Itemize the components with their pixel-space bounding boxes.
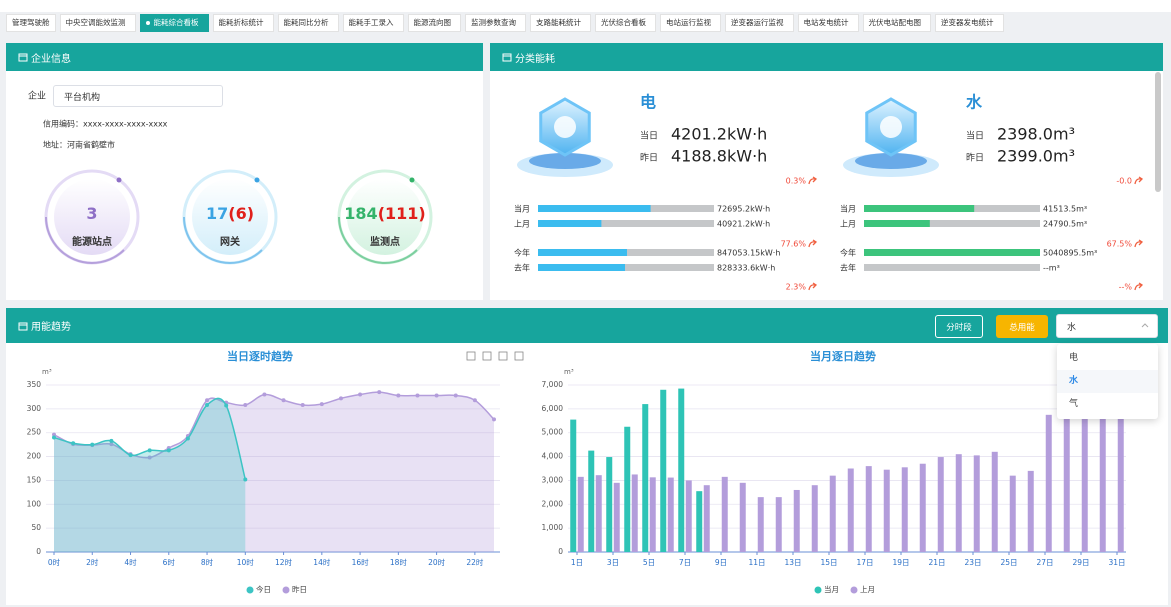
tab[interactable]: 能耗同比分析 xyxy=(277,14,339,32)
tab-label: 能耗同比分析 xyxy=(283,18,329,27)
tab-label: 管理驾驶舱 xyxy=(12,18,50,27)
dropdown-option[interactable]: 气 xyxy=(1069,399,1079,409)
type-select[interactable]: 水 xyxy=(1056,314,1158,338)
panel-header: 用能趋势 xyxy=(6,308,1168,343)
tab-label: 能耗折标统计 xyxy=(218,18,264,27)
panel-title: 用能趋势 xyxy=(31,322,71,333)
tab-label: 逆变器发电统计 xyxy=(941,18,994,27)
tab-label: 能耗综合看板 xyxy=(153,18,199,27)
select-value: 水 xyxy=(1067,322,1077,333)
tab[interactable]: 电站运行监视 xyxy=(660,14,721,32)
tab[interactable]: 电站发电统计 xyxy=(797,14,859,32)
tab-label: 电站发电统计 xyxy=(803,18,849,27)
tab[interactable]: 监测参数查询 xyxy=(465,14,526,32)
tab-bar: 管理驾驶舱 中央空调能效监测 能耗综合看板 能耗折标统计 能耗同比分析 能耗手工录入 能源流… xyxy=(6,14,1004,32)
tab[interactable]: 光伏综合看板 xyxy=(595,14,656,32)
tab[interactable]: 光伏电站配电图 xyxy=(862,14,931,32)
tab[interactable]: 能耗折标统计 xyxy=(212,14,274,32)
top-bar xyxy=(0,0,1171,12)
tab-label: 逆变器运行监视 xyxy=(731,18,784,27)
trend-panel: 用能趋势 xyxy=(6,308,1168,605)
panel-title: 分类能耗 xyxy=(515,53,555,65)
tab[interactable]: 逆变器发电统计 xyxy=(935,14,1004,32)
tab[interactable]: 中央空调能效监测 xyxy=(59,14,136,32)
button[interactable]: 总用能 xyxy=(996,315,1048,338)
tab-label: 能耗手工录入 xyxy=(348,18,394,27)
org-input[interactable]: 平台机构 xyxy=(53,85,223,107)
tab[interactable]: 管理驾驶舱 xyxy=(6,14,56,32)
chevron xyxy=(1141,323,1149,328)
tab-label: 光伏电站配电图 xyxy=(868,18,922,27)
tab-label: 光伏综合看板 xyxy=(601,18,646,27)
classified-panel: 分类能耗 xyxy=(490,43,1163,300)
tab[interactable]: 支路能耗统计 xyxy=(530,14,591,32)
tab-label: 支路能耗统计 xyxy=(536,18,581,27)
tab[interactable]: 能耗综合看板 xyxy=(139,14,209,32)
tab-label: 电站运行监视 xyxy=(666,18,711,27)
dropdown-option[interactable]: 电 xyxy=(1069,353,1079,363)
tab[interactable]: 逆变器运行监视 xyxy=(725,14,794,32)
tab[interactable]: 能耗手工录入 xyxy=(342,14,404,32)
header-icon xyxy=(18,53,28,62)
header-icon xyxy=(18,322,28,330)
enterprise-panel: 企业信息 xyxy=(6,43,483,300)
button[interactable]: 分时段 xyxy=(935,315,983,338)
panel-header: 分类能耗 xyxy=(490,43,1163,71)
dropdown-option[interactable]: 水 xyxy=(1057,370,1158,393)
tab-dot xyxy=(145,21,150,25)
org-value: 平台机构 xyxy=(64,92,101,103)
tab[interactable]: 能源流向图 xyxy=(407,14,461,32)
tab-label: 能源流向图 xyxy=(413,18,452,27)
panel-header: 企业信息 xyxy=(6,43,483,71)
tab-label: 中央空调能效监测 xyxy=(65,18,126,27)
dropdown: 电水气 xyxy=(1057,344,1158,419)
panel-title: 企业信息 xyxy=(31,53,71,65)
header-icon xyxy=(502,53,512,62)
tab-label: 监测参数查询 xyxy=(471,18,516,27)
